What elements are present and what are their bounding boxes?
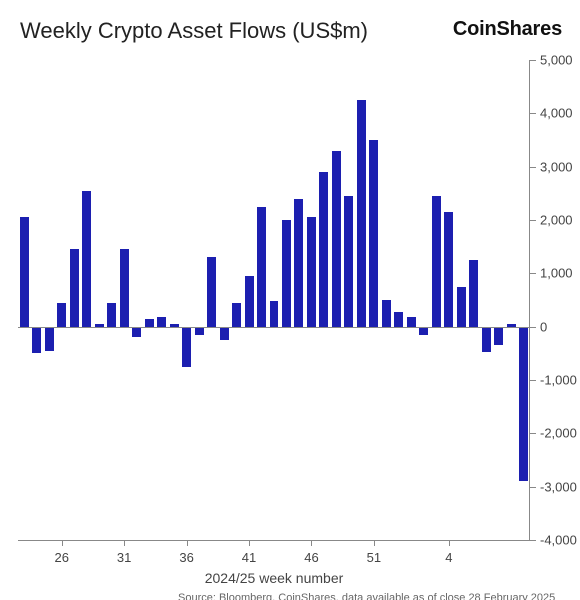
ytick-label: 5,000 — [540, 53, 573, 68]
bar — [344, 196, 353, 327]
bar — [319, 172, 328, 327]
ytick-label: -4,000 — [540, 533, 577, 548]
zero-line — [18, 327, 530, 328]
ytick-mark — [530, 113, 536, 114]
bar — [157, 317, 166, 327]
xtick-label: 46 — [304, 550, 318, 565]
ytick-mark — [530, 167, 536, 168]
xtick-label: 36 — [179, 550, 193, 565]
ytick-label: -2,000 — [540, 426, 577, 441]
bar — [407, 317, 416, 327]
bar — [419, 327, 428, 335]
x-axis-label: 2024/25 week number — [205, 570, 344, 586]
ytick-label: 3,000 — [540, 159, 573, 174]
ytick-label: -1,000 — [540, 373, 577, 388]
bar — [257, 207, 266, 327]
xtick-mark — [62, 540, 63, 546]
bar — [182, 327, 191, 367]
bar — [332, 151, 341, 327]
bar — [32, 327, 41, 354]
ytick-mark — [530, 487, 536, 488]
ytick-mark — [530, 433, 536, 434]
chart-title: Weekly Crypto Asset Flows (US$m) — [20, 18, 368, 44]
xtick-label: 41 — [242, 550, 256, 565]
bar — [195, 327, 204, 335]
bar — [232, 303, 241, 327]
bar — [432, 196, 441, 327]
bar — [120, 249, 129, 326]
ytick-mark — [530, 327, 536, 328]
ytick-label: 2,000 — [540, 213, 573, 228]
xtick-mark — [311, 540, 312, 546]
bar — [282, 220, 291, 327]
xtick-label: 4 — [445, 550, 452, 565]
bar — [457, 287, 466, 327]
xtick-mark — [187, 540, 188, 546]
brand-logo: CoinShares — [453, 18, 562, 41]
bar — [70, 249, 79, 326]
xtick-mark — [124, 540, 125, 546]
bar — [132, 327, 141, 338]
bar — [145, 319, 154, 327]
ytick-mark — [530, 380, 536, 381]
chart-container: Weekly Crypto Asset Flows (US$m) CoinSha… — [0, 0, 580, 600]
y-axis — [529, 60, 530, 540]
ytick-mark — [530, 60, 536, 61]
ytick-mark — [530, 220, 536, 221]
bar — [307, 217, 316, 326]
bar — [220, 327, 229, 340]
bar — [207, 257, 216, 326]
bar — [20, 217, 29, 326]
bar — [57, 303, 66, 327]
bar — [82, 191, 91, 327]
bar — [294, 199, 303, 327]
bar — [382, 300, 391, 327]
bar — [469, 260, 478, 327]
xtick-label: 51 — [367, 550, 381, 565]
ytick-mark — [530, 540, 536, 541]
xtick-label: 31 — [117, 550, 131, 565]
xtick-mark — [449, 540, 450, 546]
ytick-label: 4,000 — [540, 106, 573, 121]
xtick-mark — [374, 540, 375, 546]
ytick-label: 0 — [540, 319, 547, 334]
ytick-label: -3,000 — [540, 479, 577, 494]
xtick-mark — [249, 540, 250, 546]
bar — [270, 301, 279, 327]
ytick-label: 1,000 — [540, 266, 573, 281]
bar — [394, 312, 403, 326]
source-caption: Source: Bloomberg, CoinShares, data avai… — [178, 592, 555, 600]
bar — [519, 327, 528, 482]
bar — [482, 327, 491, 353]
xtick-label: 26 — [54, 550, 68, 565]
ytick-mark — [530, 273, 536, 274]
bar — [369, 140, 378, 327]
bar — [357, 100, 366, 327]
plot-area — [18, 60, 530, 541]
bar — [45, 327, 54, 351]
bar — [107, 303, 116, 327]
bar — [444, 212, 453, 327]
bar — [494, 327, 503, 346]
bar — [245, 276, 254, 327]
